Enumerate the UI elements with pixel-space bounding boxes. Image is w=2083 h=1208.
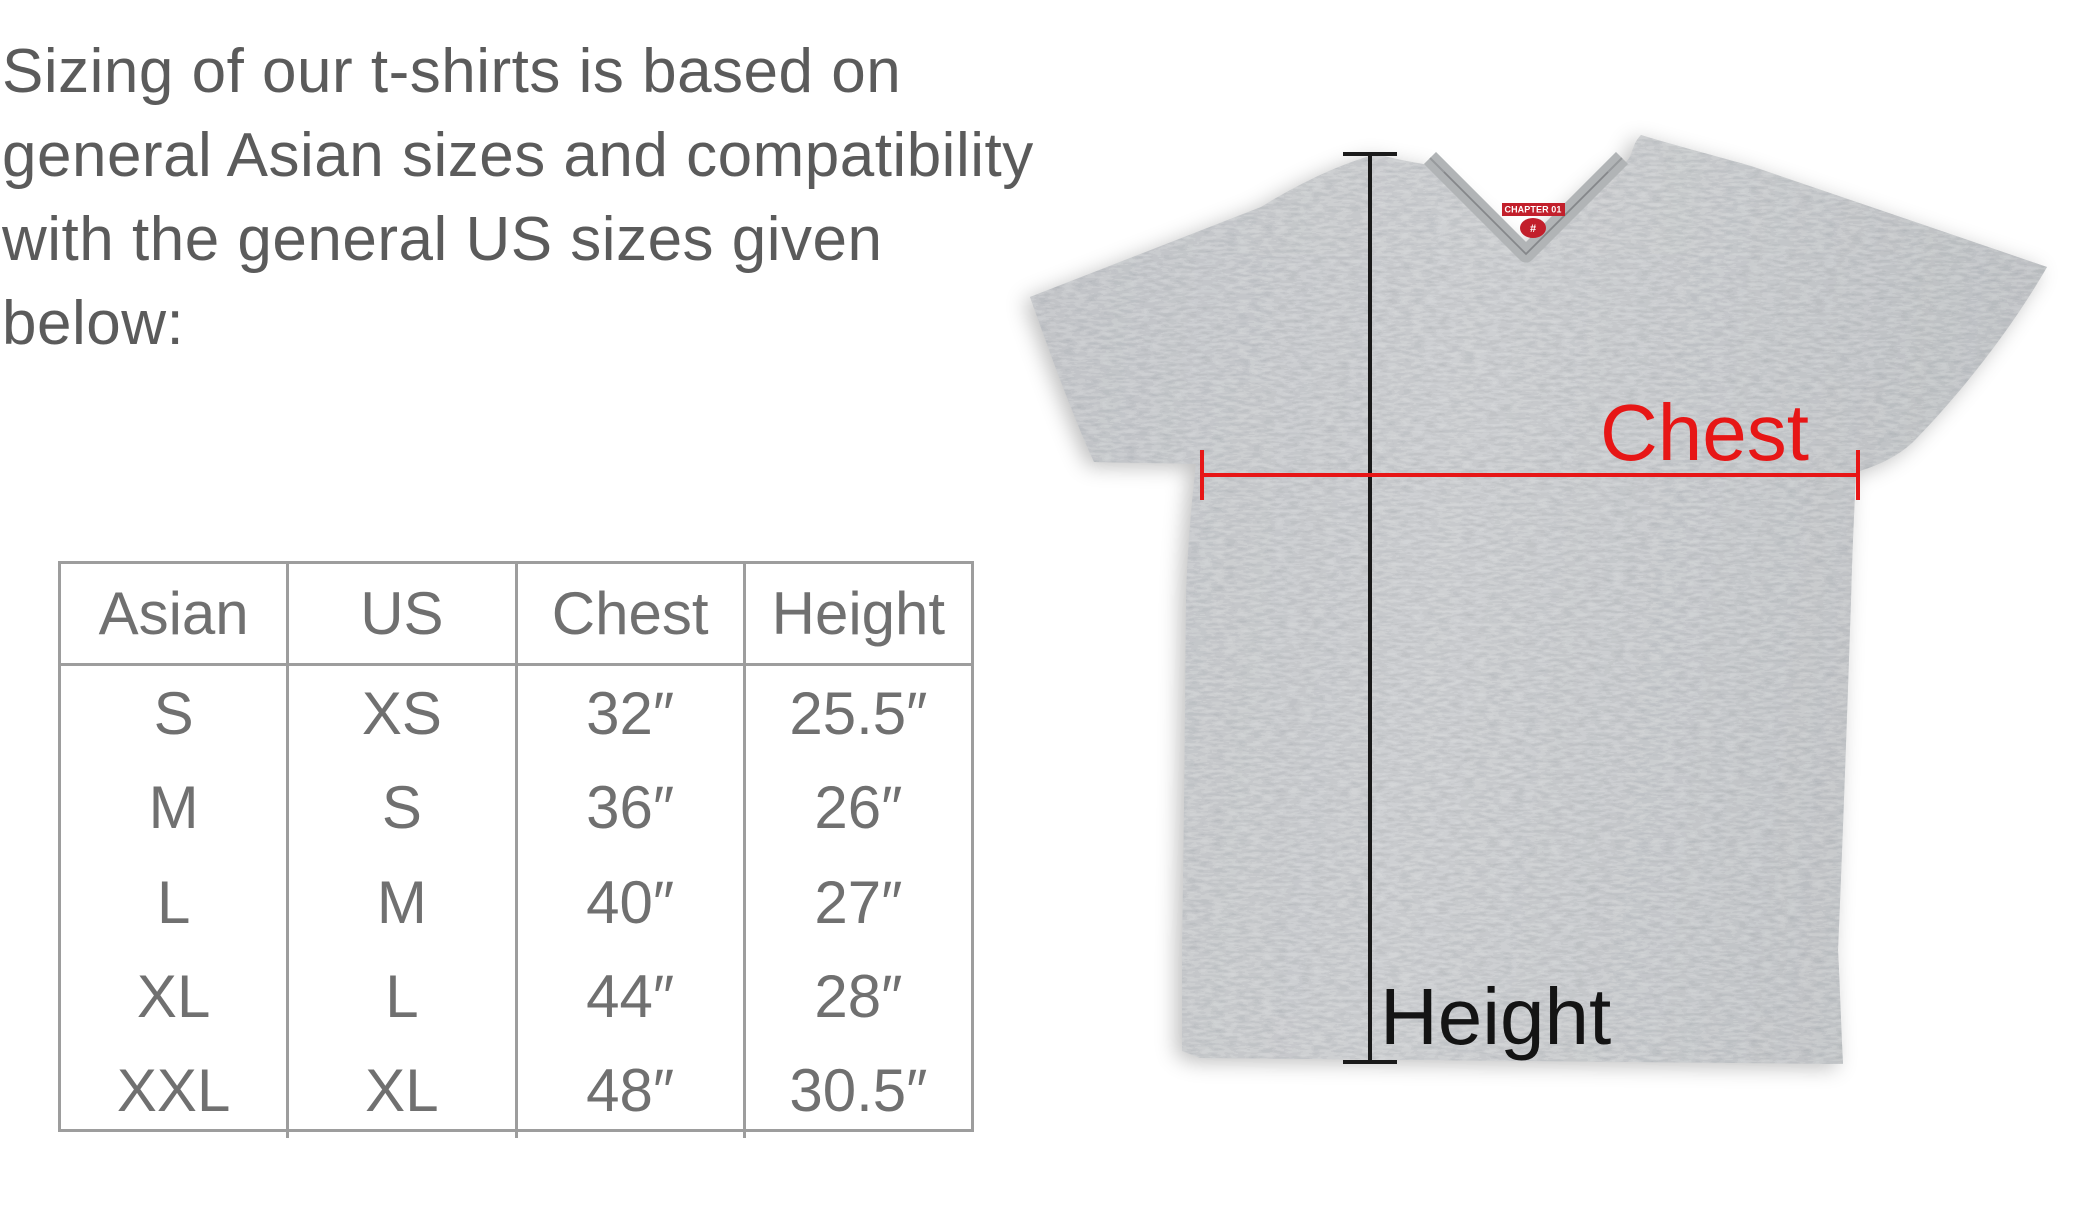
svg-text:CHAPTER 01: CHAPTER 01 — [1504, 205, 1561, 215]
svg-text:Height: Height — [1380, 972, 1611, 1061]
svg-text:Chest: Chest — [1600, 388, 1809, 477]
svg-text:#: # — [1530, 223, 1536, 235]
